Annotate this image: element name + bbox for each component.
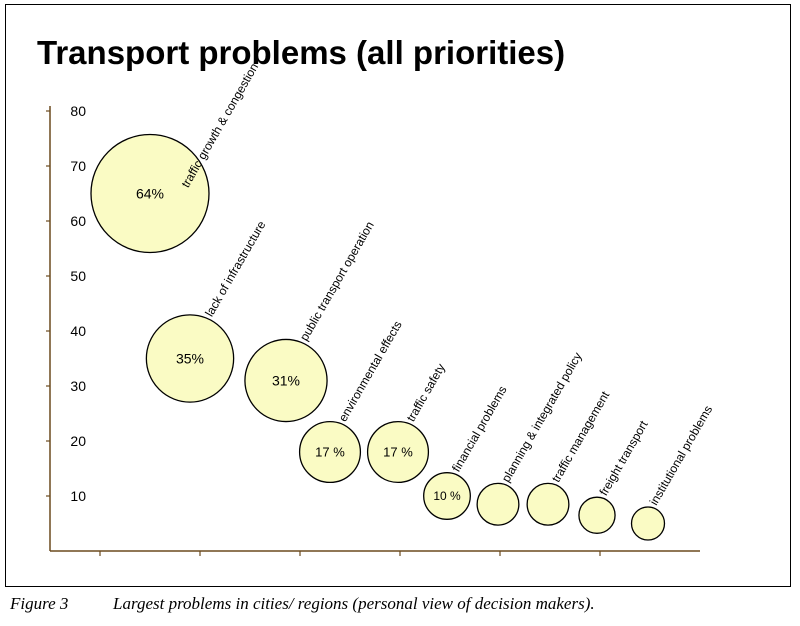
bubble-series: 64% traffic growth & congestion 35% lack of… <box>90 61 715 541</box>
y-tick-label: 30 <box>70 378 86 394</box>
bubble <box>244 338 328 423</box>
bubble-category-label: environmental effects <box>336 318 405 424</box>
bubble-value-label: 64% <box>136 185 164 201</box>
bubble <box>526 482 570 526</box>
y-tick-label: 50 <box>70 268 86 284</box>
bubble-category-label: traffic management <box>549 388 613 484</box>
bubble <box>630 506 666 541</box>
chart-title: Transport problems (all priorities) <box>37 34 566 71</box>
y-tick-label: 40 <box>70 323 86 339</box>
caption-text: Largest problems in cities/ regions (per… <box>113 594 595 613</box>
bubble-value-label: 31% <box>272 372 300 388</box>
bubble-value-label: 10 % <box>433 489 461 503</box>
bubble-category-label: institutional problems <box>647 403 715 508</box>
bubble <box>423 472 471 520</box>
bubble <box>578 496 616 534</box>
bubble-value-label: 17 % <box>383 445 413 460</box>
bubble-category-label: lack of infrastructure <box>202 218 268 319</box>
y-tick-label: 20 <box>70 433 86 449</box>
y-tick-label: 10 <box>70 488 86 504</box>
bubble <box>366 420 430 484</box>
y-tick-label: 80 <box>70 103 86 119</box>
bubble <box>145 314 235 403</box>
bubble <box>476 482 520 526</box>
y-tick-label: 70 <box>70 158 86 174</box>
figure-number: Figure 3 <box>10 594 69 613</box>
y-tick-label: 60 <box>70 213 86 229</box>
bubble-category-label: financial problems <box>449 383 509 474</box>
bubble <box>90 133 210 254</box>
figure-caption: Figure 3 Largest problems in cities/ regi… <box>10 594 595 614</box>
chart-axes: 10 20 30 40 50 60 70 80 <box>46 103 700 556</box>
bubble-category-label: traffic growth & congestion <box>178 61 261 190</box>
bubble <box>298 420 362 484</box>
bubble-category-label: public transport operation <box>297 219 377 343</box>
bubble-value-label: 35% <box>176 350 204 366</box>
bubble-value-label: 17 % <box>315 445 345 460</box>
bubble-category-label: freight transport <box>597 418 651 498</box>
figure-frame <box>5 4 791 587</box>
bubble-category-label: traffic safety <box>404 361 448 424</box>
